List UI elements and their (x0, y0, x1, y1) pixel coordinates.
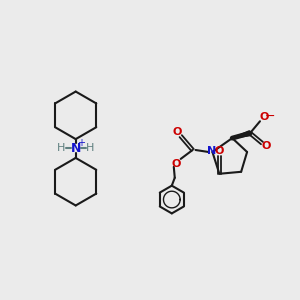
Text: O: O (172, 127, 182, 137)
Text: +: + (76, 138, 85, 148)
Text: N: N (70, 142, 81, 154)
Text: O: O (171, 159, 180, 169)
Text: O: O (215, 146, 224, 156)
Text: O: O (261, 141, 271, 151)
Text: O: O (259, 112, 268, 122)
Text: −: − (265, 110, 275, 123)
Text: H: H (86, 143, 95, 153)
Polygon shape (232, 131, 251, 138)
Text: H: H (57, 143, 65, 153)
Text: N: N (207, 146, 216, 156)
